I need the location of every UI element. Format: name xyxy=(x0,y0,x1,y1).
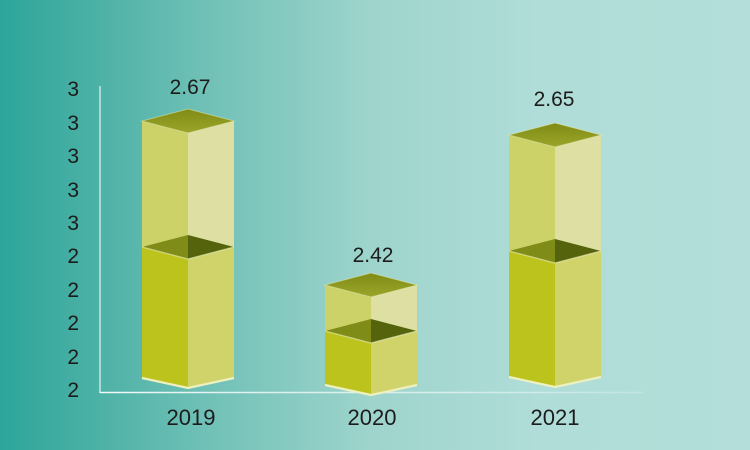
y-tick-label: 2 xyxy=(67,379,79,402)
data-label-2019: 2.67 xyxy=(170,76,211,99)
bar-upper-right-face xyxy=(555,135,601,263)
data-label-2020: 2.42 xyxy=(353,244,394,267)
y-tick-label: 2 xyxy=(67,312,79,335)
y-axis-tick-labels: 3 3 3 3 3 2 2 2 2 2 xyxy=(67,78,79,402)
bar-lower-right-face xyxy=(188,247,234,388)
bar-lower-right-face xyxy=(555,251,601,387)
y-tick-label: 3 xyxy=(67,179,79,202)
y-tick-label: 2 xyxy=(67,346,79,369)
bar-bottom-edge-highlight xyxy=(508,375,602,389)
bar-inner-top-left xyxy=(142,235,188,259)
y-tick-label: 2 xyxy=(67,279,79,302)
bar-lower-left-face xyxy=(325,331,371,395)
bar-top-face xyxy=(140,108,236,134)
data-labels: 2.67 2.42 2.65 xyxy=(170,76,575,267)
y-tick-label: 3 xyxy=(67,212,79,235)
bar-upper-left-face xyxy=(509,135,555,263)
bar-2019 xyxy=(140,108,236,390)
bar-inner-top-right xyxy=(555,239,601,263)
bar-bottom-edge-highlight xyxy=(324,383,418,397)
bar-lower-left-face xyxy=(142,247,188,388)
bar-bottom-edge-highlight xyxy=(141,376,235,390)
bars-layer xyxy=(140,108,603,397)
category-label-2021: 2021 xyxy=(531,405,580,430)
y-tick-label: 3 xyxy=(67,112,79,135)
bar-lower-left-face xyxy=(509,251,555,387)
bar-top-face xyxy=(323,272,419,298)
bar-inner-top-left xyxy=(509,239,555,263)
bar-inner-top-right xyxy=(371,319,417,343)
bar-upper-right-face xyxy=(188,121,234,259)
category-labels: 2019 2020 2021 xyxy=(167,405,580,430)
bar-split-edge-highlight xyxy=(141,246,235,260)
bar-split-edge-highlight xyxy=(508,250,602,264)
bar-top-face xyxy=(507,122,603,148)
bar-upper-left-face xyxy=(142,121,188,259)
bar-2020 xyxy=(323,272,419,397)
data-label-2021: 2.65 xyxy=(534,88,575,111)
bar-inner-top-left xyxy=(325,319,371,343)
bar-split-edge-highlight xyxy=(324,330,418,344)
category-label-2020: 2020 xyxy=(348,405,397,430)
bar-2021 xyxy=(507,122,603,389)
bar-inner-top-right xyxy=(188,235,234,259)
category-label-2019: 2019 xyxy=(167,405,216,430)
bar-lower-right-face xyxy=(371,331,417,395)
y-tick-label: 3 xyxy=(67,145,79,168)
y-tick-label: 2 xyxy=(67,245,79,268)
y-tick-label: 3 xyxy=(67,78,79,101)
